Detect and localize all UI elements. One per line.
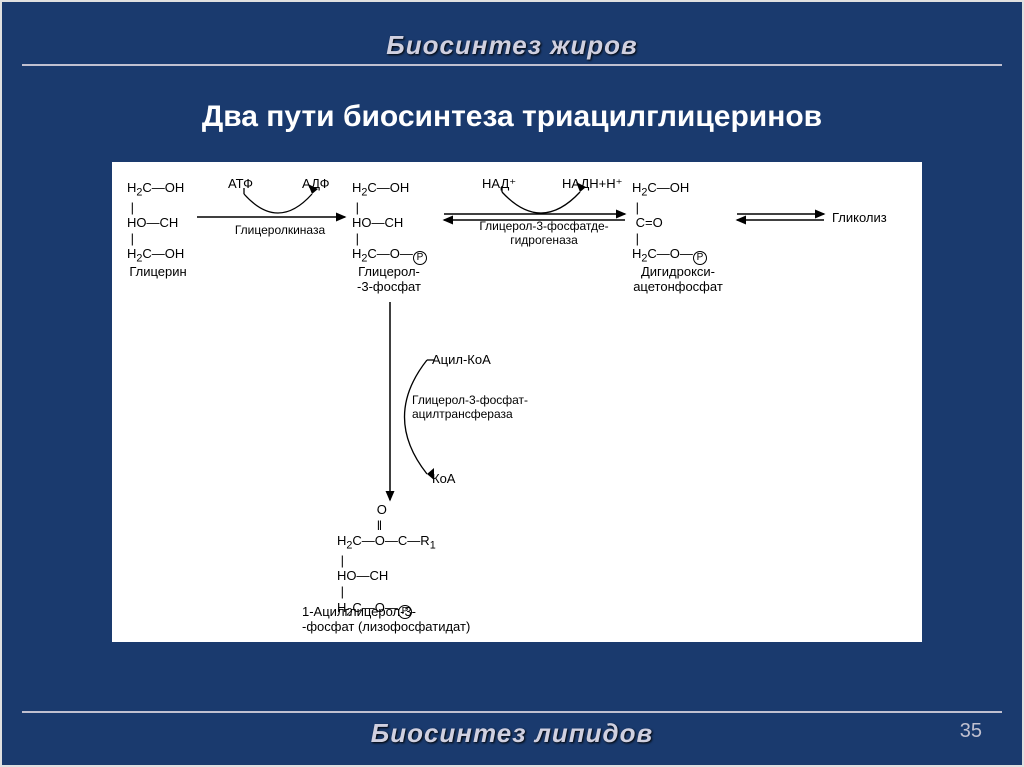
cofactor-atp: АТФ xyxy=(228,176,253,191)
cofactor-adp: АДФ xyxy=(302,176,330,191)
cofactor-coa: КоА xyxy=(432,471,455,486)
label-glycolysis: Гликолиз xyxy=(832,210,887,225)
molecule-dhap: H2C—OH | C=O | H2C—O—P xyxy=(632,180,707,266)
enzyme-gpat: Глицерол-3-фосфат- ацилтрансфераза xyxy=(412,394,572,422)
enzyme-glycerolkinase: Глицеролкиназа xyxy=(220,224,340,238)
molecule-lyso: O ‖ H2C—O—C—R1 | HO—CH | H2C—O—P xyxy=(337,502,436,619)
footer-divider xyxy=(22,711,1002,713)
cofactor-nad: НАД⁺ xyxy=(482,176,516,192)
molecule-g3p: H2C—OH | HO—CH | H2C—O—P xyxy=(352,180,427,266)
header-title: Биосинтез жиров xyxy=(2,30,1022,61)
page-number: 35 xyxy=(960,720,982,743)
diagram: H2C—OH | HO—CH | H2C—OH Глицерин H2C—OH … xyxy=(112,162,922,642)
label-glycerol: Глицерин xyxy=(118,264,198,279)
header-divider xyxy=(22,64,1002,66)
main-title: Два пути биосинтеза триацилглицеринов xyxy=(2,100,1022,134)
slide: Биосинтез жиров Два пути биосинтеза триа… xyxy=(0,0,1024,767)
header-bar: Биосинтез жиров xyxy=(2,2,1022,72)
footer-title: Биосинтез липидов xyxy=(2,718,1022,749)
molecule-glycerol: H2C—OH | HO—CH | H2C—OH xyxy=(127,180,184,266)
label-dhap: Дигидрокси- ацетонфосфат xyxy=(620,264,736,294)
cofactor-acylcoa: Ацил-КоА xyxy=(432,352,491,367)
label-lyso: 1-Ацилглицерол-3- -фосфат (лизофосфатида… xyxy=(302,604,512,634)
enzyme-g3pdh: Глицерол-3-фосфатде- гидрогеназа xyxy=(464,220,624,248)
cofactor-nadh: НАДН+Н⁺ xyxy=(562,176,623,192)
label-g3p: Глицерол- -3-фосфат xyxy=(344,264,434,294)
